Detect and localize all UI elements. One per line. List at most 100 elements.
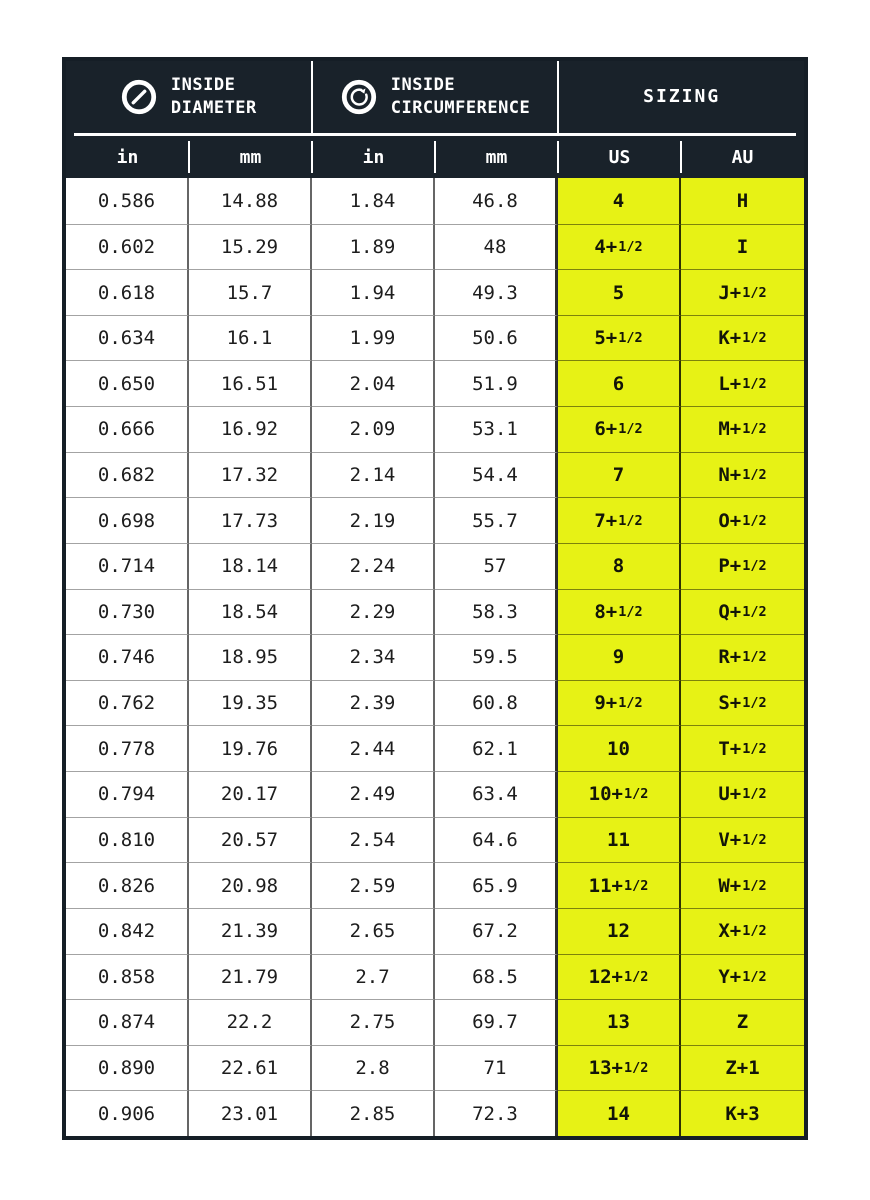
size-cell: 4+ 1/2 — [558, 223, 681, 270]
circumference-icon — [340, 78, 378, 116]
measure-cell: 15.29 — [189, 223, 312, 270]
measure-cell: 0.650 — [66, 360, 189, 407]
measure-cell: 2.65 — [312, 907, 435, 954]
measure-cell: 2.09 — [312, 406, 435, 452]
measure-cell: 2.34 — [312, 634, 435, 680]
size-cell: M+ 1/2 — [681, 406, 804, 452]
size-cell: 8 — [558, 542, 681, 589]
half-fraction: 1/2 — [742, 740, 767, 757]
measure-cell: 0.730 — [66, 588, 189, 635]
size-cell: 6 — [558, 360, 681, 407]
size-cell: R+ 1/2 — [681, 634, 804, 680]
half-fraction: 1/2 — [742, 877, 767, 894]
measure-cell: 16.51 — [189, 360, 312, 407]
half-fraction: 1/2 — [623, 968, 649, 985]
measure-cell: 49.3 — [435, 269, 558, 315]
size-cell: 12+ 1/2 — [558, 953, 681, 1000]
measure-cell: 2.44 — [312, 725, 435, 772]
measure-cell: 1.94 — [312, 269, 435, 315]
measure-cell: 21.79 — [189, 953, 312, 1000]
measure-cell: 0.874 — [66, 999, 189, 1045]
measure-cell: 0.906 — [66, 1090, 189, 1136]
measure-cell: 2.8 — [312, 1044, 435, 1091]
ring-size-chart: INSIDE DIAMETER INSIDE CIRCUMFERENCE SIZ… — [62, 57, 808, 1140]
measure-cell: 71 — [435, 1044, 558, 1091]
half-fraction: 1/2 — [618, 512, 643, 529]
measure-cell: 0.762 — [66, 679, 189, 726]
table-body: 0.586 14.88 1.84 46.8 4 H 0.602 15.29 1.89 48 4+ 1/… — [66, 178, 804, 1136]
measure-cell: 15.7 — [189, 269, 312, 315]
measure-cell: 20.17 — [189, 771, 312, 817]
measure-cell: 16.92 — [189, 406, 312, 452]
header-group-label: INSIDE DIAMETER — [170, 75, 257, 118]
half-fraction: 1/2 — [618, 238, 643, 255]
measure-cell: 0.602 — [66, 223, 189, 270]
size-cell: 8+ 1/2 — [558, 588, 681, 635]
size-cell: S+ 1/2 — [681, 679, 804, 726]
measure-cell: 18.95 — [189, 634, 312, 680]
measure-cell: 54.4 — [435, 451, 558, 498]
header-group-label: SIZING — [643, 85, 721, 107]
measure-cell: 2.24 — [312, 542, 435, 589]
size-cell: V+ 1/2 — [681, 816, 804, 863]
size-cell: 12 — [558, 907, 681, 954]
header-divider — [557, 61, 560, 133]
half-fraction: 1/2 — [742, 831, 767, 848]
measure-cell: 0.794 — [66, 771, 189, 817]
size-cell: 11+ 1/2 — [558, 862, 681, 908]
measure-cell: 0.634 — [66, 314, 189, 361]
measure-cell: 64.6 — [435, 816, 558, 863]
size-cell: Z+1 — [681, 1044, 804, 1091]
size-cell: Z — [681, 999, 804, 1045]
measure-cell: 2.29 — [312, 588, 435, 635]
header-group-sizing: SIZING — [559, 61, 804, 133]
half-fraction: 1/2 — [742, 421, 767, 438]
half-fraction: 1/2 — [742, 603, 767, 620]
measure-cell: 69.7 — [435, 999, 558, 1045]
measure-cell: 16.1 — [189, 314, 312, 361]
size-cell: 4 — [558, 178, 681, 224]
measure-cell: 17.73 — [189, 497, 312, 543]
size-cell: I — [681, 223, 804, 270]
half-fraction: 1/2 — [623, 877, 649, 894]
measure-cell: 0.842 — [66, 907, 189, 954]
column-header-in: in — [116, 146, 139, 168]
half-fraction: 1/2 — [742, 284, 767, 301]
half-fraction: 1/2 — [742, 467, 767, 484]
size-cell: 10+ 1/2 — [558, 771, 681, 817]
header-divider — [310, 61, 313, 133]
measure-cell: 53.1 — [435, 406, 558, 452]
measure-cell: 0.618 — [66, 269, 189, 315]
measure-cell: 1.89 — [312, 223, 435, 270]
size-cell: 5 — [558, 269, 681, 315]
size-cell: P+ 1/2 — [681, 542, 804, 589]
measure-cell: 22.2 — [189, 999, 312, 1045]
header-group-inside-diameter: INSIDE DIAMETER — [66, 61, 311, 133]
measure-cell: 2.04 — [312, 360, 435, 407]
size-cell: 9 — [558, 634, 681, 680]
size-cell: 7 — [558, 451, 681, 498]
measure-cell: 0.810 — [66, 816, 189, 863]
size-cell: 7+ 1/2 — [558, 497, 681, 543]
measure-cell: 19.76 — [189, 725, 312, 772]
half-fraction: 1/2 — [742, 375, 767, 392]
half-fraction: 1/2 — [623, 1060, 649, 1077]
half-fraction: 1/2 — [742, 330, 767, 347]
measure-cell: 55.7 — [435, 497, 558, 543]
measure-cell: 18.54 — [189, 588, 312, 635]
half-fraction: 1/2 — [618, 695, 643, 712]
header-group-label: INSIDE CIRCUMFERENCE — [390, 75, 531, 118]
measure-cell: 59.5 — [435, 634, 558, 680]
measure-cell: 48 — [435, 223, 558, 270]
measure-cell: 22.61 — [189, 1044, 312, 1091]
half-fraction: 1/2 — [742, 968, 767, 985]
measure-cell: 58.3 — [435, 588, 558, 635]
measure-cell: 0.778 — [66, 725, 189, 772]
measure-cell: 2.7 — [312, 953, 435, 1000]
column-header-row: in mm in mm US AU — [66, 136, 804, 178]
measure-cell: 23.01 — [189, 1090, 312, 1136]
measure-cell: 46.8 — [435, 178, 558, 224]
size-cell: 9+ 1/2 — [558, 679, 681, 726]
column-header-au: AU — [680, 136, 804, 178]
header-group-inside-circumference: INSIDE CIRCUMFERENCE — [313, 61, 558, 133]
